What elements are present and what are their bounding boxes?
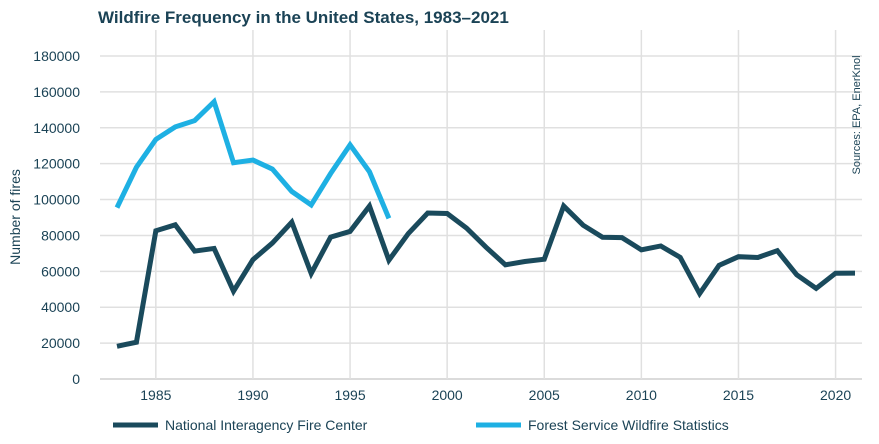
y-tick-label: 60000 [41,263,80,279]
x-tick-label: 1985 [140,387,171,403]
x-tick-label: 2005 [529,387,560,403]
x-tick-label: 2010 [626,387,657,403]
y-tick-label: 140000 [33,120,80,136]
legend-label: Forest Service Wildfire Statistics [528,417,729,433]
y-tick-label: 160000 [33,84,80,100]
series-line-0 [116,200,856,349]
y-axis-label: Number of fires [7,169,23,265]
y-tick-label: 0 [72,371,80,387]
chart-title: Wildfire Frequency in the United States,… [98,8,509,27]
x-tick-label: 1995 [334,387,365,403]
y-tick-label: 20000 [41,335,80,351]
legend-label: National Interagency Fire Center [165,417,368,433]
y-tick-label: 40000 [41,299,80,315]
x-tick-label: 2020 [820,387,851,403]
y-tick-label: 180000 [33,48,80,64]
source-note: Sources: EPA, EnerKnol [851,55,863,174]
x-tick-label: 2015 [723,387,754,403]
y-tick-label: 120000 [33,156,80,172]
x-tick-label: 2000 [432,387,463,403]
x-tick-label: 1990 [237,387,268,403]
y-tick-label: 80000 [41,227,80,243]
y-tick-label: 100000 [33,192,80,208]
